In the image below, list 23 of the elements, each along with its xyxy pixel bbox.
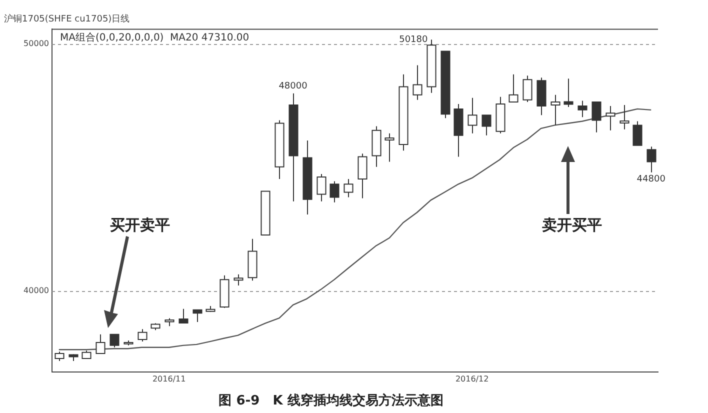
x-tick-label: 2016/12 <box>455 374 489 384</box>
candlestick <box>288 92 298 202</box>
annotation: 50180 <box>399 34 428 45</box>
candlestick <box>412 64 422 100</box>
candlestick <box>454 104 464 158</box>
annotation: 卖开买平 <box>542 216 602 234</box>
candlestick <box>302 140 312 215</box>
candlestick <box>550 94 560 126</box>
candlestick <box>606 105 616 131</box>
annotation: MA组合(0,0,20,0,0,0) MA20 47310.00 <box>60 31 250 44</box>
annotation: 44800 <box>636 174 666 185</box>
y-tick-label: 40000 <box>24 286 49 295</box>
candlestick <box>358 153 368 199</box>
y-tick-label: 50000 <box>24 39 49 48</box>
text: 图 6-9 K 线穿插均线交易方法示意图 <box>218 392 444 409</box>
annotation: 48000 <box>278 82 308 92</box>
candlestick <box>620 104 630 130</box>
x-tick-label: 2016/11 <box>152 374 186 384</box>
candlestick <box>468 97 478 134</box>
annotation: 买开卖平 <box>110 216 170 234</box>
candlestick <box>372 126 382 168</box>
candlestick <box>426 39 436 94</box>
chart-subtitle: 沪铜1705(SHFE cu1705)日线 <box>4 14 130 25</box>
